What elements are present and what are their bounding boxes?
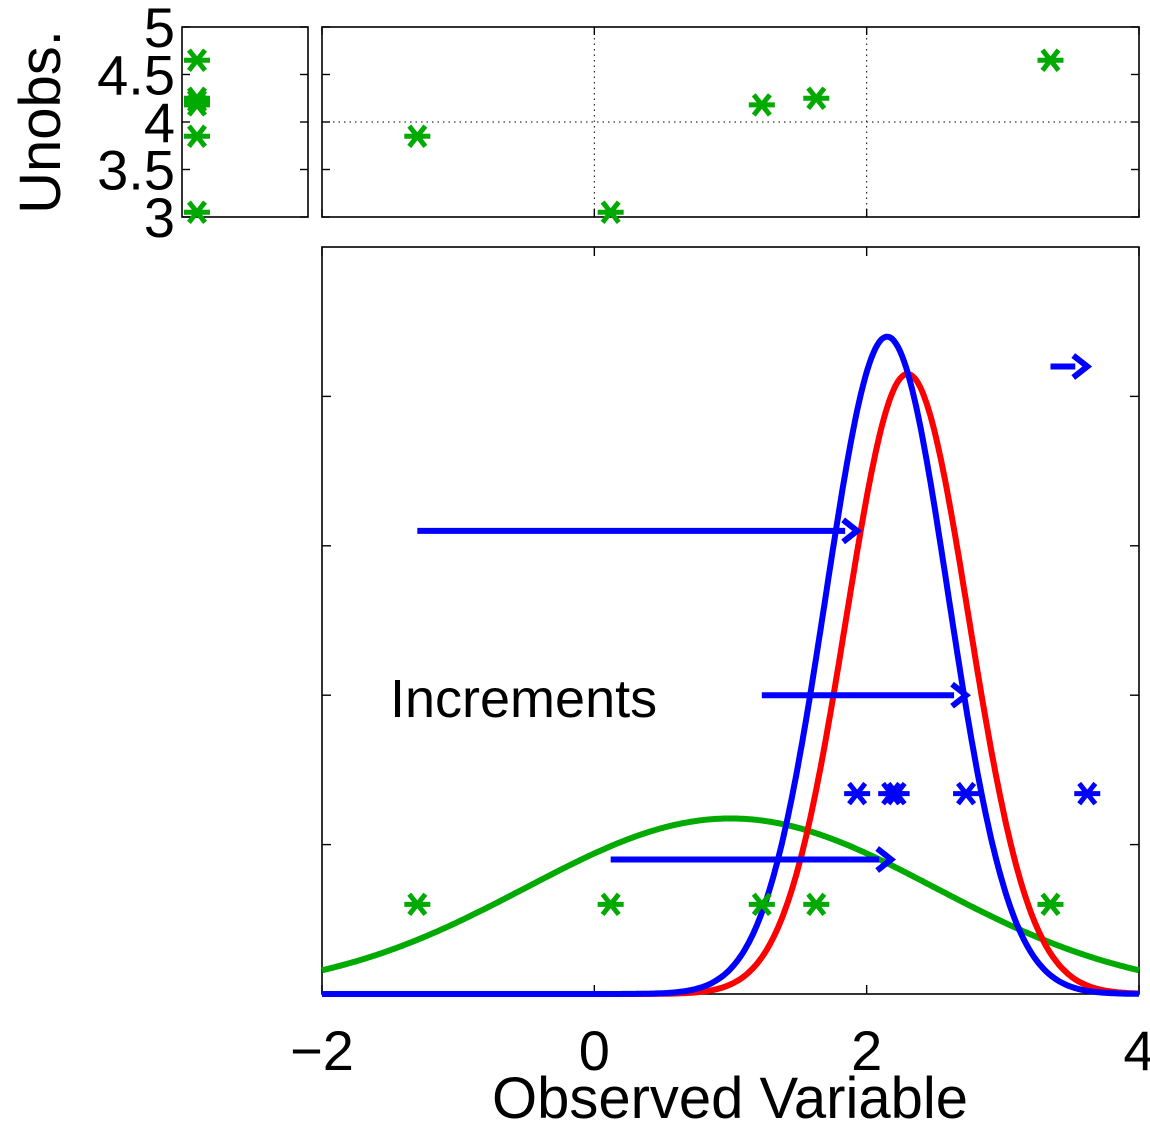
observed-x-tick-label: 4 xyxy=(1123,1019,1150,1082)
observed-distribution-panel: −2 0 2 4 xyxy=(290,246,1150,1082)
observed-distribution-frame xyxy=(321,246,1140,995)
observed-points xyxy=(404,781,1101,917)
joint-point xyxy=(748,93,775,117)
prior-point xyxy=(597,892,624,917)
x-axis-label: Observed Variable xyxy=(492,1066,968,1125)
unobserved-y-tick-label: 3.5 xyxy=(97,139,175,202)
prior-point xyxy=(803,892,830,917)
increment-arrow xyxy=(610,846,897,873)
density-curves xyxy=(321,333,1140,997)
unobserved-marginal-points xyxy=(184,48,210,224)
joint-scatter-ticks xyxy=(321,26,1140,218)
unobserved-point xyxy=(184,124,210,148)
unobserved-point xyxy=(184,200,210,224)
unobserved-y-tick-label: 4.5 xyxy=(97,44,175,107)
prior-point xyxy=(1037,892,1064,917)
unobserved-point xyxy=(184,48,210,72)
joint-point xyxy=(404,124,431,148)
joint-point xyxy=(597,200,624,224)
joint-scatter-points xyxy=(404,48,1064,224)
unobserved-marginal-ticks: 33.544.55 xyxy=(97,0,308,249)
joint-point xyxy=(803,86,830,110)
observed-x-tick-label: 0 xyxy=(579,1019,610,1082)
joint-scatter-panel xyxy=(321,26,1140,224)
x-tick-labels: −2 0 2 4 xyxy=(290,1019,1150,1082)
observed-x-tick-label: −2 xyxy=(290,1019,354,1082)
unobserved-marginal-panel: 33.544.55 xyxy=(97,0,309,249)
unobserved-y-tick-label: 4 xyxy=(144,91,175,154)
density-curve xyxy=(321,815,1140,974)
posterior-point xyxy=(844,781,871,806)
posterior-point xyxy=(1074,781,1101,806)
observed-x-tick-label: 2 xyxy=(851,1019,882,1082)
unobserved-y-tick-label: 3 xyxy=(144,186,175,249)
joint-point xyxy=(1037,48,1064,72)
prior-point xyxy=(748,892,775,917)
posterior-point xyxy=(953,781,980,806)
y-axis-label: Unobs. xyxy=(8,30,73,214)
density-curve xyxy=(321,333,1140,997)
increment-arrows xyxy=(417,353,1093,873)
prior-point xyxy=(404,892,431,917)
observed-distribution-ticks xyxy=(321,247,1140,994)
increment-arrow xyxy=(1050,353,1093,380)
unobserved-y-tick-label: 5 xyxy=(144,0,175,59)
unobserved-point xyxy=(184,89,210,113)
joint-scatter-grid xyxy=(322,27,1139,217)
posterior-point xyxy=(883,781,910,806)
increments-annotation: Increments xyxy=(390,669,657,729)
increment-arrow xyxy=(761,681,971,709)
increment-arrow xyxy=(417,517,862,545)
